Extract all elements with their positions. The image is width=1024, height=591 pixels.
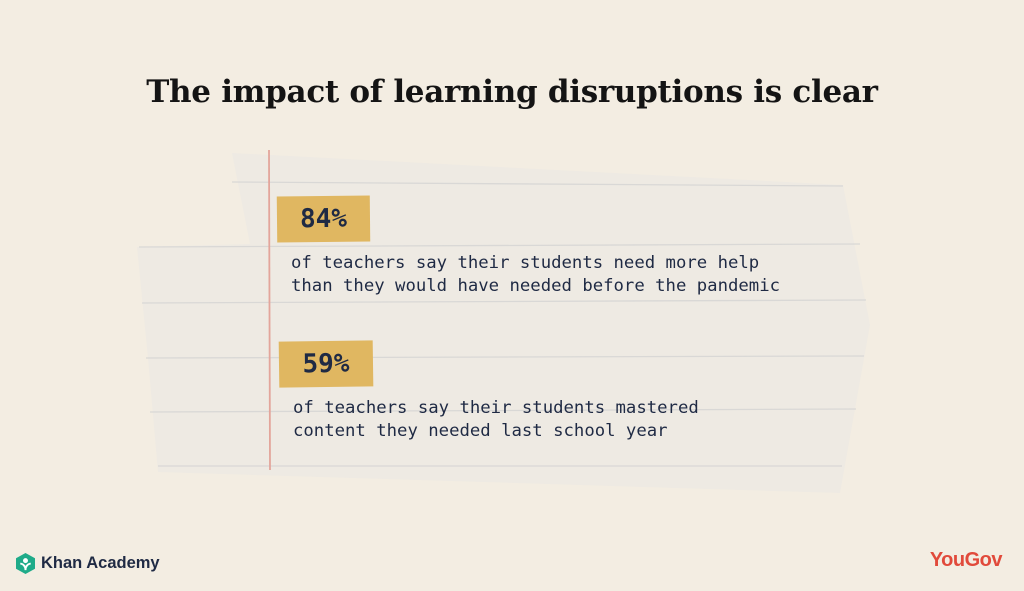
khan-academy-hexagon-icon: [16, 552, 35, 574]
stat-description-line: content they needed last school year: [293, 421, 668, 441]
ruled-lines: [138, 181, 867, 467]
page-title: The impact of learning disruptions is cl…: [146, 74, 878, 110]
stat-value-badge: 59%: [278, 340, 374, 388]
stat-description: of teachers say their students mastered …: [293, 397, 699, 443]
stat-description-line: of teachers say their students need more…: [291, 253, 760, 273]
stat-description-line: than they would have needed before the p…: [291, 276, 780, 296]
margin-line: [268, 149, 271, 471]
stat-description: of teachers say their students need more…: [291, 252, 780, 298]
stat-value-badge: 84%: [276, 195, 371, 243]
khan-academy-wordmark: Khan Academy: [41, 553, 160, 572]
khan-academy-logo: Khan Academy: [16, 551, 160, 575]
yougov-logo: YouGov: [929, 549, 1003, 571]
stat-description-line: of teachers say their students mastered: [293, 398, 699, 418]
